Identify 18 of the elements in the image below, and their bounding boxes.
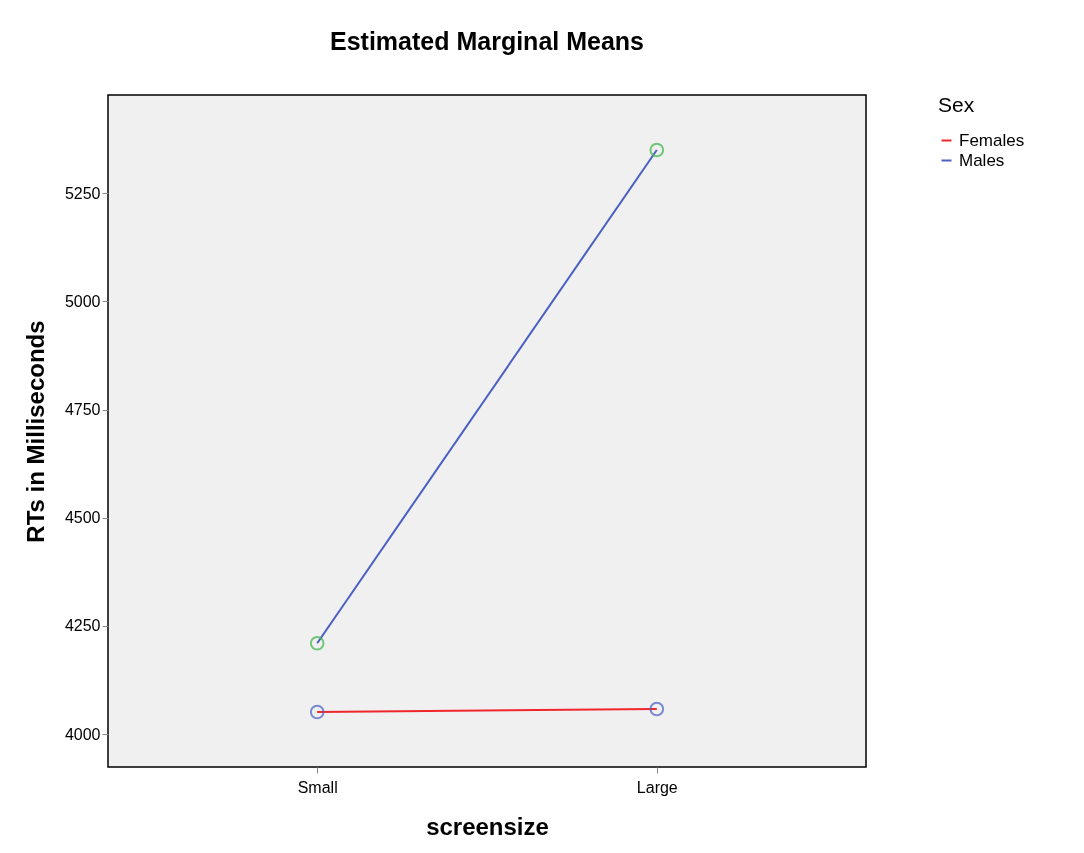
y-axis-title: RTs in Milliseconds — [21, 320, 49, 543]
x-tick-label: Small — [297, 778, 338, 796]
point — [649, 142, 665, 158]
point — [309, 635, 325, 651]
y-tick-label: 4750 — [64, 401, 101, 419]
y-tick-label: 4250 — [64, 617, 101, 635]
x-axis-title: screensize — [426, 812, 549, 840]
legend-title: Sex — [938, 93, 975, 116]
y-tick-label: 5000 — [64, 292, 101, 310]
x-tick-label: Large — [636, 778, 678, 796]
legend-label: Females — [959, 130, 1025, 150]
point — [649, 701, 665, 717]
point — [309, 704, 325, 720]
y-tick-label: 5250 — [64, 184, 101, 202]
legend-label: Males — [959, 150, 1005, 170]
chart-title: Estimated Marginal Means — [330, 27, 644, 55]
y-tick-label: 4500 — [64, 509, 101, 527]
y-tick-label: 4000 — [64, 725, 101, 743]
